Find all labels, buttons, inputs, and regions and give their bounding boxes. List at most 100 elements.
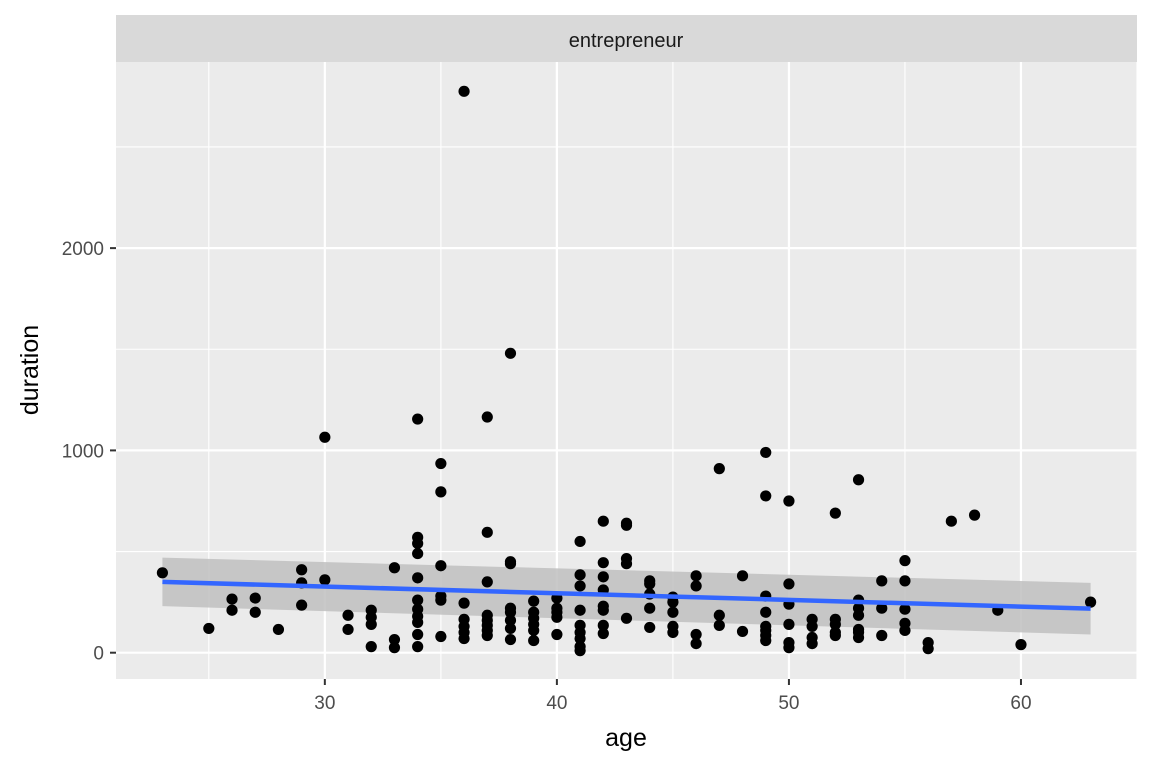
data-point bbox=[852, 474, 865, 486]
trend-line-layer bbox=[162, 579, 1091, 611]
grid-lines bbox=[116, 62, 1138, 679]
data-point bbox=[412, 594, 424, 606]
data-point bbox=[644, 621, 656, 634]
data-point bbox=[574, 604, 586, 616]
data-point bbox=[342, 609, 354, 621]
data-point bbox=[806, 637, 818, 650]
data-point bbox=[481, 411, 493, 423]
data-point bbox=[458, 632, 470, 645]
data-point bbox=[435, 457, 447, 470]
data-point bbox=[412, 628, 424, 641]
data-point bbox=[783, 642, 795, 654]
data-point bbox=[249, 606, 261, 618]
data-point bbox=[412, 547, 424, 560]
data-point bbox=[296, 599, 308, 611]
data-point bbox=[899, 555, 911, 567]
data-point bbox=[412, 572, 424, 584]
data-point bbox=[690, 570, 702, 582]
x-tick-label: 30 bbox=[314, 693, 335, 714]
data-point bbox=[899, 624, 911, 637]
data-point bbox=[899, 575, 911, 587]
data-point bbox=[458, 85, 470, 97]
data-point bbox=[783, 578, 795, 590]
data-point bbox=[690, 628, 702, 641]
data-point bbox=[226, 604, 238, 616]
x-axis-title: age bbox=[605, 724, 647, 752]
data-point bbox=[852, 631, 865, 644]
data-point bbox=[319, 431, 331, 443]
data-point bbox=[713, 609, 725, 621]
data-point bbox=[597, 619, 609, 631]
data-point bbox=[713, 463, 725, 475]
data-point bbox=[342, 623, 354, 636]
data-point bbox=[806, 620, 818, 633]
data-point bbox=[597, 515, 609, 527]
data-point bbox=[249, 592, 261, 604]
data-point bbox=[319, 574, 331, 586]
data-point bbox=[574, 569, 586, 581]
data-point bbox=[829, 618, 841, 630]
data-point bbox=[574, 645, 586, 657]
y-tick-label: 2000 bbox=[62, 239, 104, 260]
y-tick-label: 1000 bbox=[62, 441, 104, 462]
data-point bbox=[296, 564, 308, 576]
data-point bbox=[829, 629, 841, 642]
data-point bbox=[504, 622, 517, 635]
data-point bbox=[574, 535, 586, 548]
data-point bbox=[876, 629, 888, 642]
data-point bbox=[690, 580, 702, 592]
data-point bbox=[574, 632, 586, 645]
data-point bbox=[760, 446, 772, 459]
data-point bbox=[620, 519, 633, 531]
data-point bbox=[760, 634, 772, 647]
data-point bbox=[899, 603, 911, 615]
data-point bbox=[783, 618, 795, 630]
data-point bbox=[435, 594, 447, 606]
data-point bbox=[876, 575, 888, 587]
data-point bbox=[644, 602, 656, 614]
data-point bbox=[713, 619, 725, 631]
trend-line bbox=[162, 579, 1091, 611]
data-point bbox=[412, 413, 424, 425]
data-point bbox=[412, 641, 424, 653]
data-point bbox=[528, 634, 540, 647]
data-point bbox=[412, 537, 424, 550]
data-point bbox=[968, 509, 981, 521]
data-point bbox=[435, 486, 447, 498]
data-point bbox=[504, 347, 517, 359]
data-point bbox=[481, 526, 493, 538]
data-point bbox=[760, 606, 772, 618]
x-tick-label: 60 bbox=[1010, 693, 1031, 714]
data-point bbox=[156, 567, 169, 579]
x-tick-label: 40 bbox=[546, 693, 567, 714]
data-point bbox=[504, 558, 517, 570]
data-point bbox=[435, 630, 447, 643]
data-point bbox=[690, 637, 702, 650]
data-point bbox=[1015, 639, 1027, 651]
data-point bbox=[667, 596, 679, 608]
y-axis-title: duration bbox=[16, 325, 44, 415]
axes: 30 40 50 60 0 1000 2000 bbox=[62, 239, 1032, 714]
data-point bbox=[620, 612, 633, 624]
data-point bbox=[644, 578, 656, 590]
data-point bbox=[504, 614, 517, 626]
data-point bbox=[528, 595, 540, 607]
y-tick-label: 0 bbox=[93, 644, 104, 665]
data-point bbox=[504, 606, 517, 618]
data-point bbox=[760, 490, 772, 502]
data-point bbox=[876, 602, 888, 614]
data-point bbox=[388, 633, 401, 646]
data-point bbox=[203, 622, 215, 635]
data-point bbox=[365, 641, 377, 653]
data-point bbox=[528, 624, 540, 637]
data-point bbox=[597, 627, 609, 640]
data-point bbox=[736, 625, 749, 638]
data-point bbox=[435, 560, 447, 572]
data-point bbox=[597, 557, 609, 569]
data-point bbox=[945, 515, 957, 527]
data-point bbox=[852, 609, 865, 621]
x-tick-label: 50 bbox=[778, 693, 799, 714]
data-point bbox=[829, 507, 841, 519]
data-point bbox=[922, 643, 934, 655]
